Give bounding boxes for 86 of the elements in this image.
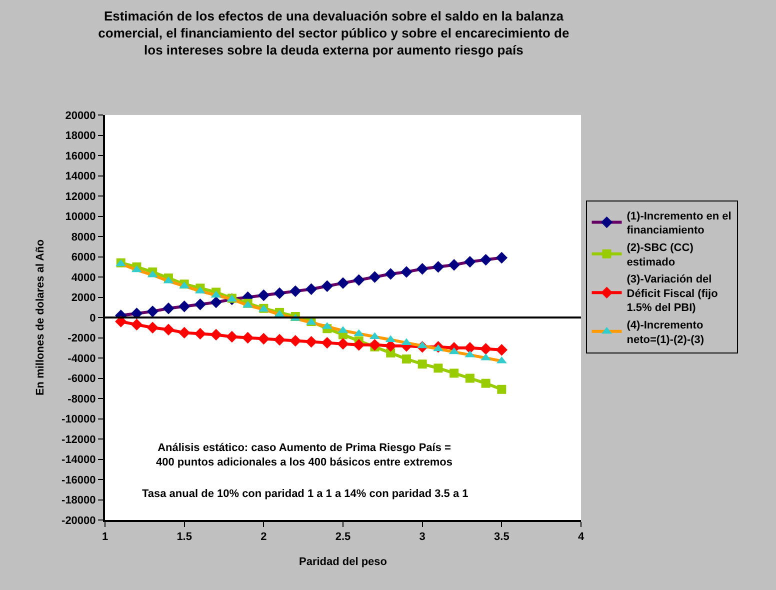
point <box>290 285 302 298</box>
y-tick-label: 20000 <box>65 110 96 122</box>
point <box>242 332 254 344</box>
legend-label: (1)-Incremento en el financiamiento <box>626 210 732 237</box>
point <box>368 338 381 351</box>
y-tick-label: -8000 <box>68 393 96 406</box>
y-tick-label: -2000 <box>68 332 96 345</box>
x-tick-label: 2 <box>260 531 267 544</box>
point <box>418 360 427 369</box>
y-tick-label: -20000 <box>62 514 96 527</box>
point <box>464 256 476 268</box>
annotation: Tasa anual de 10% con paridad 1 a 1 a 14% con paridad 3.5 a 1 <box>142 488 468 500</box>
y-tick-label: 4000 <box>71 272 96 284</box>
point <box>353 274 365 286</box>
point <box>368 271 381 283</box>
x-tick-label: 1 <box>102 531 108 544</box>
point <box>402 354 411 364</box>
y-tick-label: -16000 <box>62 474 96 486</box>
point <box>210 328 222 341</box>
x-tick-label: 3.5 <box>494 531 510 544</box>
point <box>178 326 190 339</box>
point <box>450 368 459 378</box>
point <box>162 324 174 336</box>
point <box>258 332 270 345</box>
y-tick-label: 6000 <box>71 252 96 264</box>
point <box>481 378 490 388</box>
x-tick-label: 1.5 <box>176 531 192 544</box>
y-tick-label: 0 <box>90 312 96 324</box>
point <box>132 265 142 272</box>
y-tick-label: -4000 <box>68 352 96 365</box>
point <box>337 277 349 289</box>
point <box>496 344 508 356</box>
point <box>194 328 206 340</box>
point <box>433 344 444 352</box>
y-tick-label: 2000 <box>71 292 96 304</box>
legend-label: (3)-Variación del Déficit Fiscal (fijo 1.5% del PBI) <box>626 274 718 314</box>
y-tick-label: 16000 <box>65 150 96 162</box>
legend-label: (2)-SBC (CC) estimado <box>626 242 694 268</box>
point <box>130 318 143 330</box>
point <box>384 268 396 280</box>
point <box>496 252 508 264</box>
point <box>400 266 412 278</box>
point <box>146 306 158 318</box>
y-tick-label: -10000 <box>62 414 96 426</box>
legend-label: (4)-Incremento neto=(1)-(2)-(3) <box>626 320 704 346</box>
point <box>448 259 460 271</box>
y-tick-label: 10000 <box>65 211 96 224</box>
y-tick-label: -6000 <box>68 373 96 386</box>
y-tick-label: -12000 <box>62 434 96 446</box>
chart-title: Estimación de los efectos de una devaluación sobre el saldo en la balanza comercial, el financiamiento del sector público y sobre el encarecimiento de los intereses sobre la deuda externa por aumento riesgo país <box>98 8 570 58</box>
annotation: Análisis estático: caso Aumento de Prima Riesgo País = 400 puntos adicionales a los 400 básicos entre extremos <box>156 442 453 468</box>
point <box>465 374 474 383</box>
x-tick-label: 4 <box>578 531 585 544</box>
x-tick-label: 3 <box>419 531 426 544</box>
y-axis-title: En millones de dolares al Año <box>34 239 47 396</box>
y-tick-label: 8000 <box>71 231 96 244</box>
point <box>162 302 174 314</box>
point <box>258 289 270 302</box>
point <box>321 336 333 349</box>
point <box>321 280 333 292</box>
x-axis-title: Paridad del peso <box>298 556 388 568</box>
point <box>194 298 206 310</box>
point <box>337 338 349 350</box>
point <box>416 263 428 275</box>
point <box>210 296 222 308</box>
point <box>480 254 492 266</box>
point <box>464 342 476 354</box>
point <box>434 364 443 373</box>
point <box>178 300 190 312</box>
point <box>305 283 318 295</box>
x-tick-label: 2.5 <box>335 531 351 544</box>
y-tick-label: -18000 <box>62 494 96 507</box>
point <box>274 287 286 300</box>
point <box>497 384 506 394</box>
point <box>274 334 286 346</box>
point <box>432 261 444 273</box>
point <box>226 330 238 343</box>
y-tick-label: 18000 <box>65 130 96 142</box>
y-tick-label: 14000 <box>65 170 96 183</box>
y-tick-label: 12000 <box>65 190 96 203</box>
point <box>290 334 302 347</box>
y-tick-label: -14000 <box>62 454 96 466</box>
point <box>146 322 158 334</box>
point <box>353 338 365 351</box>
point <box>480 343 492 355</box>
point <box>305 336 318 348</box>
